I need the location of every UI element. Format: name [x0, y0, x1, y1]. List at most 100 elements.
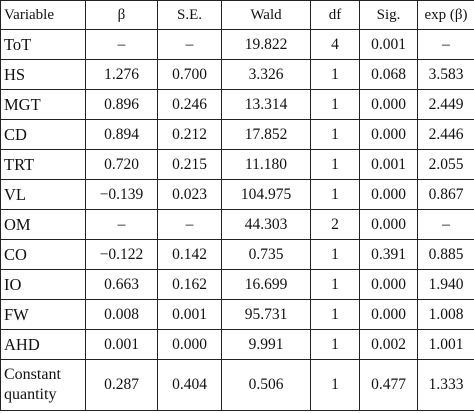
cell-beta: 1.276 [85, 59, 158, 90]
cell-standard-error: 0.215 [157, 149, 222, 180]
cell-variable: AHD [0, 329, 86, 360]
table-row: VL −0.139 0.023 104.975 1 0.000 0.867 [0, 179, 474, 210]
table-row: IO 0.663 0.162 16.699 1 0.000 1.940 [0, 269, 474, 300]
table-row: CO −0.122 0.142 0.735 1 0.391 0.885 [0, 239, 474, 270]
cell-exp-beta: 1.940 [417, 269, 474, 300]
cell-variable: OM [0, 209, 86, 240]
table-row: Constant quantity 0.287 0.404 0.506 1 0.477 1.… [0, 359, 474, 411]
cell-beta: −0.122 [85, 239, 158, 270]
cell-exp-beta: – [417, 209, 474, 240]
cell-standard-error: 0.700 [157, 59, 222, 90]
cell-beta: 0.720 [85, 149, 158, 180]
table-row: ToT – –19.822 4 0.001– [0, 29, 474, 60]
cell-sig: 0.000 [359, 209, 418, 240]
cell-exp-beta: 3.583 [417, 59, 474, 90]
cell-sig: 0.000 [359, 179, 418, 210]
cell-variable: Constant quantity [0, 359, 86, 411]
table-row: TRT 0.720 0.215 11.180 1 0.001 2.055 [0, 149, 474, 180]
cell-exp-beta: 2.449 [417, 89, 474, 120]
cell-exp-beta: 2.446 [417, 119, 474, 150]
table-header-row: Variable β S.E. Wald df Sig. exp (β) [0, 0, 474, 30]
cell-exp-beta: 0.885 [417, 239, 474, 270]
cell-standard-error: 0.001 [157, 299, 222, 330]
cell-standard-error: 0.000 [157, 329, 222, 360]
cell-wald: 0.735 [221, 239, 311, 270]
cell-sig: 0.391 [359, 239, 418, 270]
table-row: FW 0.008 0.001 95.731 1 0.000 1.008 [0, 299, 474, 330]
cell-exp-beta: – [417, 29, 474, 60]
table-row: MGT 0.896 0.246 13.314 1 0.000 2.449 [0, 89, 474, 120]
cell-beta: 0.896 [85, 89, 158, 120]
cell-wald: 104.975 [221, 179, 311, 210]
header-df: df [310, 0, 360, 30]
cell-df: 1 [310, 179, 360, 210]
cell-wald: 16.699 [221, 269, 311, 300]
cell-variable: VL [0, 179, 86, 210]
cell-sig: 0.000 [359, 299, 418, 330]
cell-sig: 0.068 [359, 59, 418, 90]
cell-wald: 13.314 [221, 89, 311, 120]
table-row: HS 1.276 0.700 3.326 1 0.068 3.583 [0, 59, 474, 90]
cell-df: 1 [310, 59, 360, 90]
table-row: CD 0.894 0.212 17.852 1 0.000 2.446 [0, 119, 474, 150]
cell-sig: 0.000 [359, 119, 418, 150]
cell-wald: 9.991 [221, 329, 311, 360]
table-body: ToT – –19.822 4 0.001– HS 1.276 0.700 3.326 1 0.06… [0, 29, 474, 411]
cell-beta: 0.287 [85, 359, 158, 411]
cell-wald: 3.326 [221, 59, 311, 90]
cell-variable: IO [0, 269, 86, 300]
cell-df: 1 [310, 329, 360, 360]
cell-sig: 0.001 [359, 29, 418, 60]
cell-df: 1 [310, 239, 360, 270]
cell-df: 1 [310, 299, 360, 330]
cell-sig: 0.000 [359, 89, 418, 120]
cell-variable: CO [0, 239, 86, 270]
cell-standard-error: 0.212 [157, 119, 222, 150]
cell-variable: HS [0, 59, 86, 90]
cell-beta: 0.894 [85, 119, 158, 150]
cell-variable: FW [0, 299, 86, 330]
cell-wald: 17.852 [221, 119, 311, 150]
cell-exp-beta: 2.055 [417, 149, 474, 180]
cell-wald: 95.731 [221, 299, 311, 330]
cell-df: 1 [310, 359, 360, 411]
table-row: AHD 0.001 0.000 9.991 1 0.002 1.001 [0, 329, 474, 360]
cell-variable: CD [0, 119, 86, 150]
cell-variable: TRT [0, 149, 86, 180]
cell-beta: – [85, 209, 158, 240]
cell-exp-beta: 1.333 [417, 359, 474, 411]
cell-variable: ToT [0, 29, 86, 60]
cell-standard-error: 0.142 [157, 239, 222, 270]
cell-wald: 19.822 [221, 29, 311, 60]
cell-standard-error: 0.162 [157, 269, 222, 300]
cell-beta: 0.008 [85, 299, 158, 330]
cell-standard-error: – [157, 209, 222, 240]
header-sig: Sig. [359, 0, 418, 30]
cell-standard-error: 0.246 [157, 89, 222, 120]
cell-standard-error: 0.023 [157, 179, 222, 210]
cell-standard-error: 0.404 [157, 359, 222, 411]
cell-variable: MGT [0, 89, 86, 120]
cell-beta: – [85, 29, 158, 60]
cell-wald: 11.180 [221, 149, 311, 180]
cell-wald: 44.303 [221, 209, 311, 240]
cell-sig: 0.001 [359, 149, 418, 180]
cell-beta: −0.139 [85, 179, 158, 210]
table-row: OM – –44.303 2 0.000– [0, 209, 474, 240]
header-standard-error: S.E. [157, 0, 222, 30]
cell-beta: 0.001 [85, 329, 158, 360]
cell-exp-beta: 1.001 [417, 329, 474, 360]
cell-df: 1 [310, 269, 360, 300]
cell-df: 2 [310, 209, 360, 240]
cell-df: 4 [310, 29, 360, 60]
header-beta: β [85, 0, 158, 30]
header-exp-beta: exp (β) [417, 0, 474, 30]
cell-beta: 0.663 [85, 269, 158, 300]
cell-exp-beta: 0.867 [417, 179, 474, 210]
cell-df: 1 [310, 89, 360, 120]
cell-sig: 0.000 [359, 269, 418, 300]
cell-exp-beta: 1.008 [417, 299, 474, 330]
cell-sig: 0.002 [359, 329, 418, 360]
